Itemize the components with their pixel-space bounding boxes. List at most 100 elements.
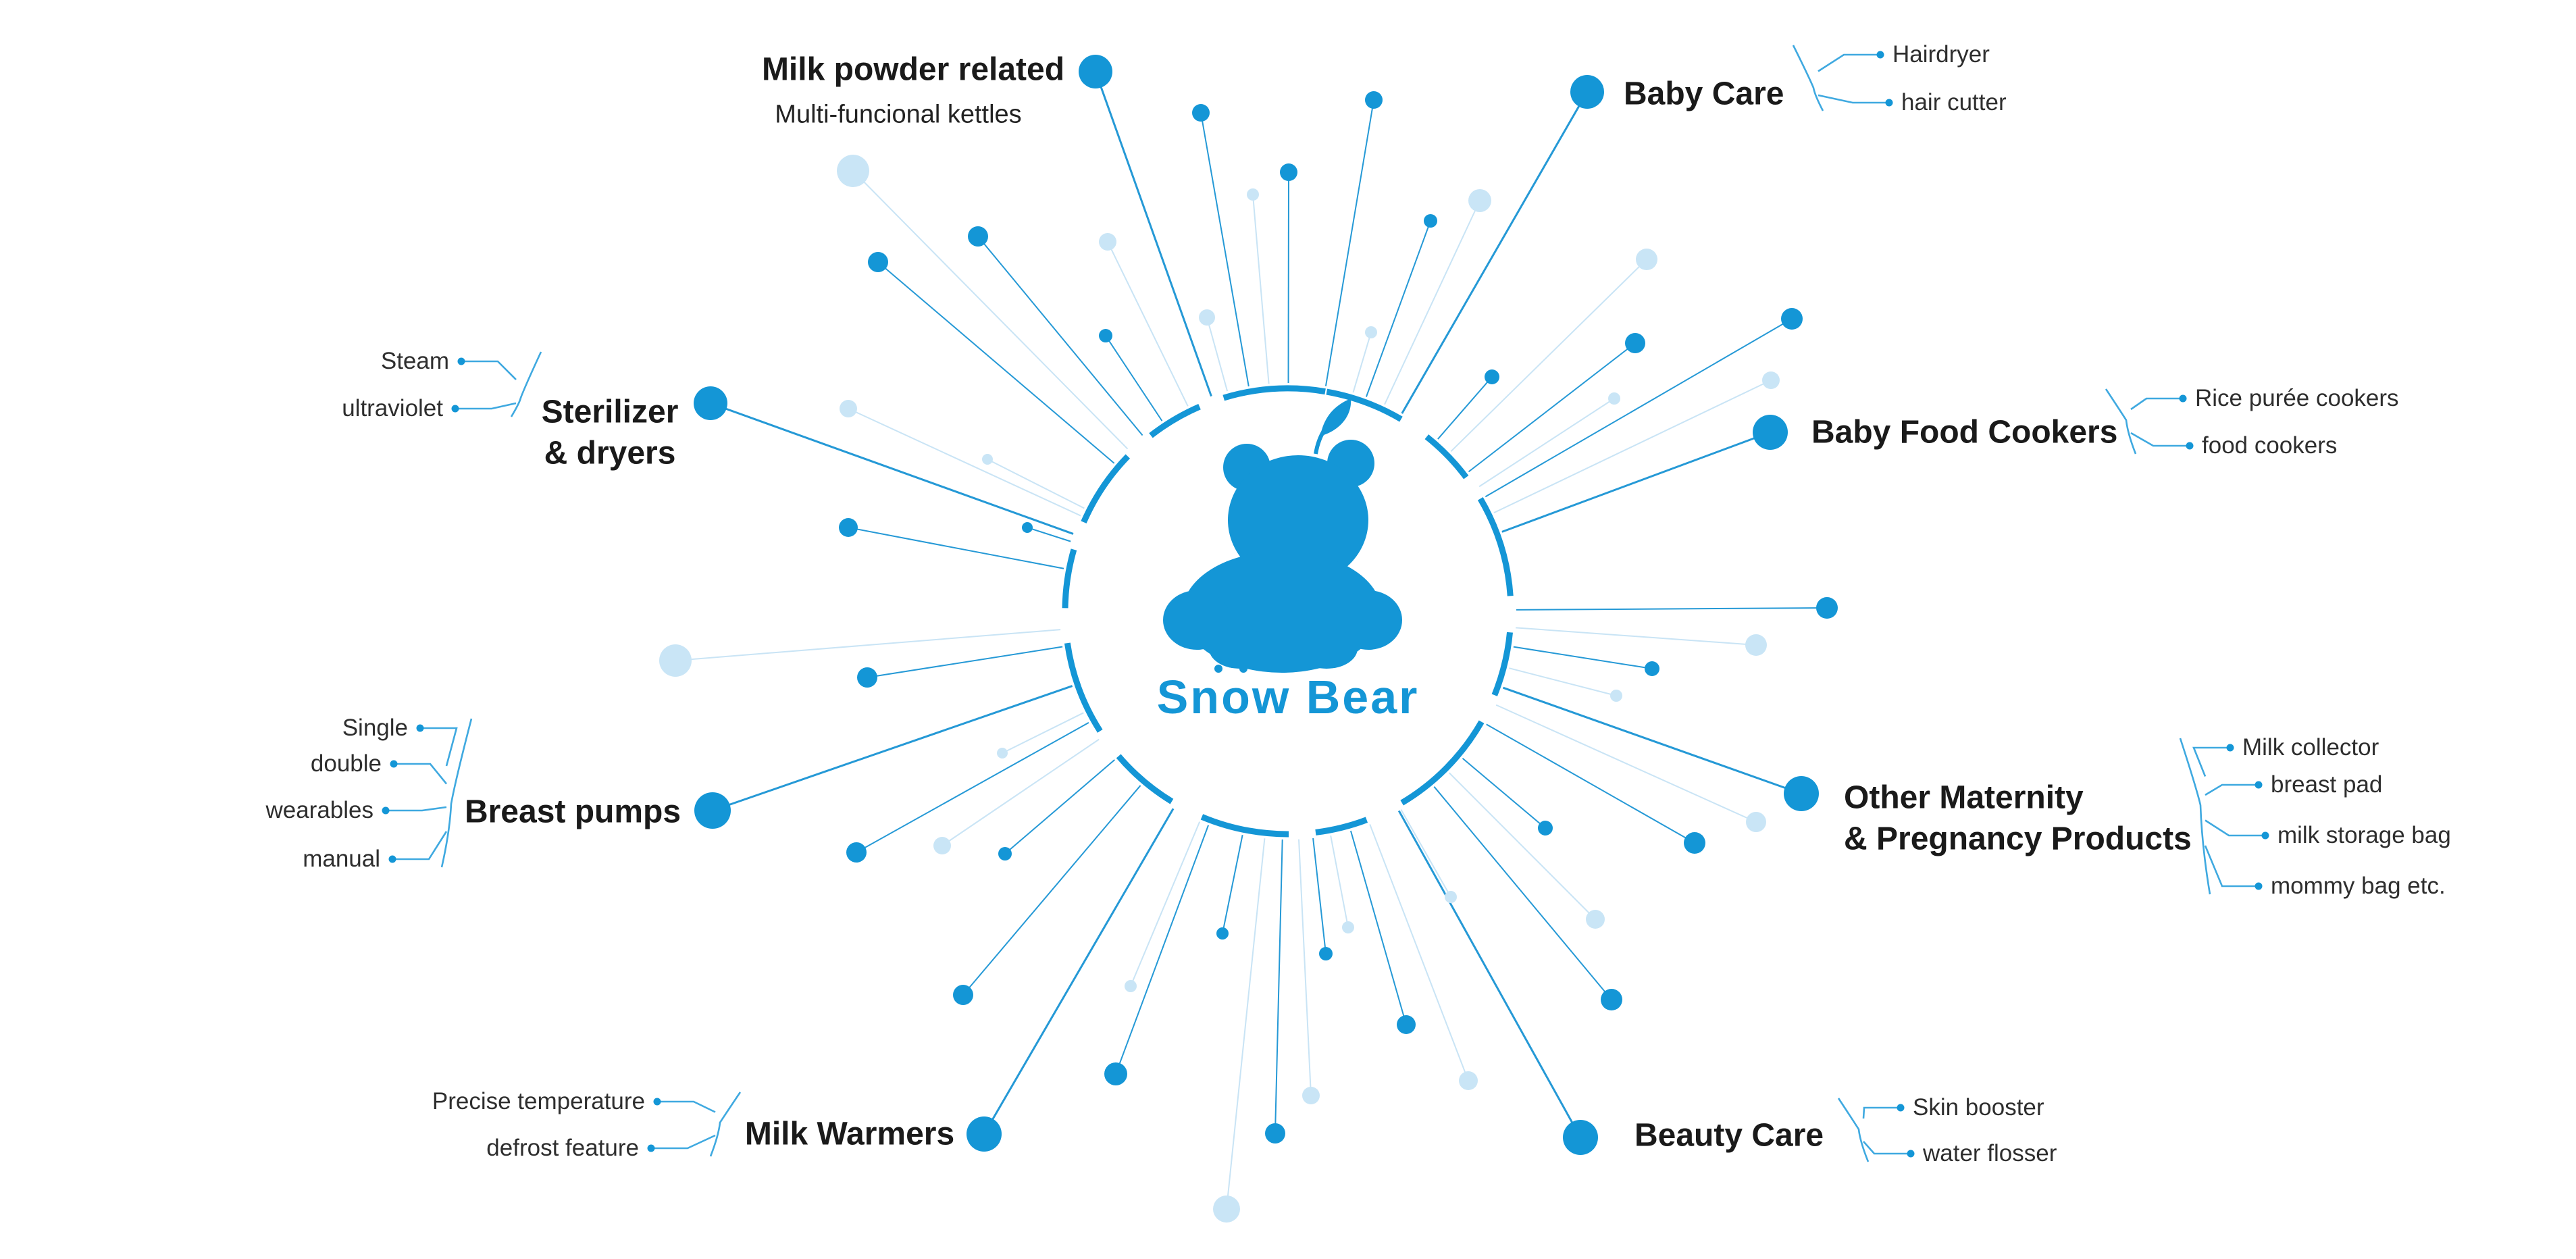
decor-dot — [1781, 308, 1803, 330]
ray-line — [1401, 91, 1589, 414]
ray-line — [675, 629, 1061, 661]
item-label: manual — [303, 846, 380, 872]
bear-foot-left — [1209, 628, 1271, 669]
decor-dot — [1104, 1062, 1127, 1085]
connector-line — [651, 1134, 716, 1150]
bracket-milk-warmers — [709, 1091, 742, 1157]
item-dot — [2261, 831, 2269, 840]
decor-dot — [1816, 597, 1838, 619]
category-label-other-maternity-pregnancy: Other Maternity & Pregnancy Products — [1844, 779, 2192, 857]
decor-dot — [997, 748, 1008, 759]
decor-dot — [1247, 188, 1259, 201]
ray-line — [1516, 607, 1828, 611]
decor-dot — [1099, 233, 1116, 251]
item-dot — [382, 806, 390, 815]
connector-line — [2204, 845, 2259, 888]
decor-dot — [1684, 832, 1705, 854]
decor-dot — [1601, 989, 1622, 1010]
item-dot — [388, 855, 396, 863]
decor-dot — [1192, 104, 1210, 122]
category-label-milk-warmers: Milk Warmers — [744, 1116, 955, 1152]
bracket-beauty-care — [1837, 1098, 1870, 1162]
decor-dot — [1586, 910, 1605, 929]
ray-line — [1365, 220, 1431, 397]
category-dot-beauty-care — [1563, 1120, 1598, 1155]
ray-line — [1206, 317, 1229, 392]
ray-line — [1433, 786, 1612, 1000]
decor-dot — [1485, 369, 1499, 384]
category-label-sterilizer-dryers: Sterilizer & dryers — [541, 394, 679, 471]
item-label: defrost feature — [486, 1135, 639, 1161]
decor-dot — [857, 667, 877, 688]
ray-line — [1226, 838, 1266, 1210]
ray-line — [1513, 646, 1653, 669]
ray-line — [1462, 758, 1546, 829]
ray-line — [1509, 667, 1617, 696]
decor-dot — [1216, 927, 1229, 940]
decor-dot — [1397, 1015, 1416, 1034]
ray-line — [1252, 194, 1270, 384]
ray-line — [1349, 830, 1407, 1025]
decor-dot — [1762, 371, 1780, 389]
paw-toes-icon — [1214, 657, 1247, 673]
connector-line — [461, 360, 517, 380]
item-label: Milk collector — [2242, 734, 2379, 761]
decor-dot — [1424, 214, 1437, 228]
ray-line — [1450, 259, 1647, 452]
ray-line — [1027, 527, 1071, 542]
item-dot — [451, 405, 459, 413]
item-label: food cookers — [2202, 432, 2338, 459]
item-label: Skin booster — [1913, 1094, 2044, 1121]
decor-dot — [968, 226, 988, 247]
decor-dot — [1625, 333, 1645, 353]
decor-dot — [659, 644, 692, 677]
connector-line — [1863, 1141, 1911, 1155]
decor-dot — [1125, 980, 1137, 992]
item-dot — [1907, 1150, 1915, 1158]
ray-line — [1449, 772, 1596, 920]
item-dot — [1885, 99, 1893, 107]
ray-line — [1501, 431, 1771, 533]
ray-line — [1130, 821, 1201, 987]
ray-line — [962, 785, 1141, 996]
decor-dot — [953, 985, 973, 1005]
item-dot — [2186, 442, 2194, 450]
item-label: breast pad — [2271, 771, 2383, 798]
category-dot-baby-food-cookers — [1753, 415, 1788, 450]
ray-line — [1115, 825, 1210, 1075]
category-label-beauty-care: Beauty Care — [1634, 1117, 1824, 1154]
ray-line — [1485, 318, 1793, 498]
decor-dot — [1538, 821, 1553, 836]
connector-line — [394, 763, 448, 785]
ray-line — [1384, 200, 1480, 405]
decor-dot — [1645, 661, 1659, 676]
ray-line — [1105, 335, 1163, 421]
ray-line — [710, 402, 1074, 535]
decor-dot — [840, 400, 857, 417]
connector-line — [1862, 1106, 1901, 1119]
connector-line — [1818, 94, 1889, 104]
ray-line — [1094, 71, 1212, 397]
bear-leaf — [1321, 399, 1351, 435]
ray-line — [1397, 810, 1582, 1138]
decor-dot — [839, 518, 858, 537]
item-label: Hairdryer — [1892, 41, 1990, 68]
connector-line — [420, 727, 458, 767]
item-label: double — [310, 750, 382, 777]
ray-line — [983, 808, 1175, 1135]
ray-line — [1002, 712, 1084, 754]
decor-dot — [1319, 947, 1333, 960]
ray-line — [1493, 380, 1772, 514]
ray-line — [1400, 809, 1451, 898]
ray-line — [1330, 835, 1349, 928]
brand-logo-text: Snow Bear — [1156, 671, 1420, 723]
decor-dot — [1302, 1087, 1320, 1104]
ray-line — [1222, 835, 1243, 934]
connector-line — [1818, 53, 1880, 72]
ray-line — [852, 170, 1129, 450]
ray-line — [712, 685, 1073, 812]
decor-dot — [868, 252, 888, 272]
decor-dot — [1459, 1071, 1478, 1090]
connector-line — [657, 1100, 716, 1113]
